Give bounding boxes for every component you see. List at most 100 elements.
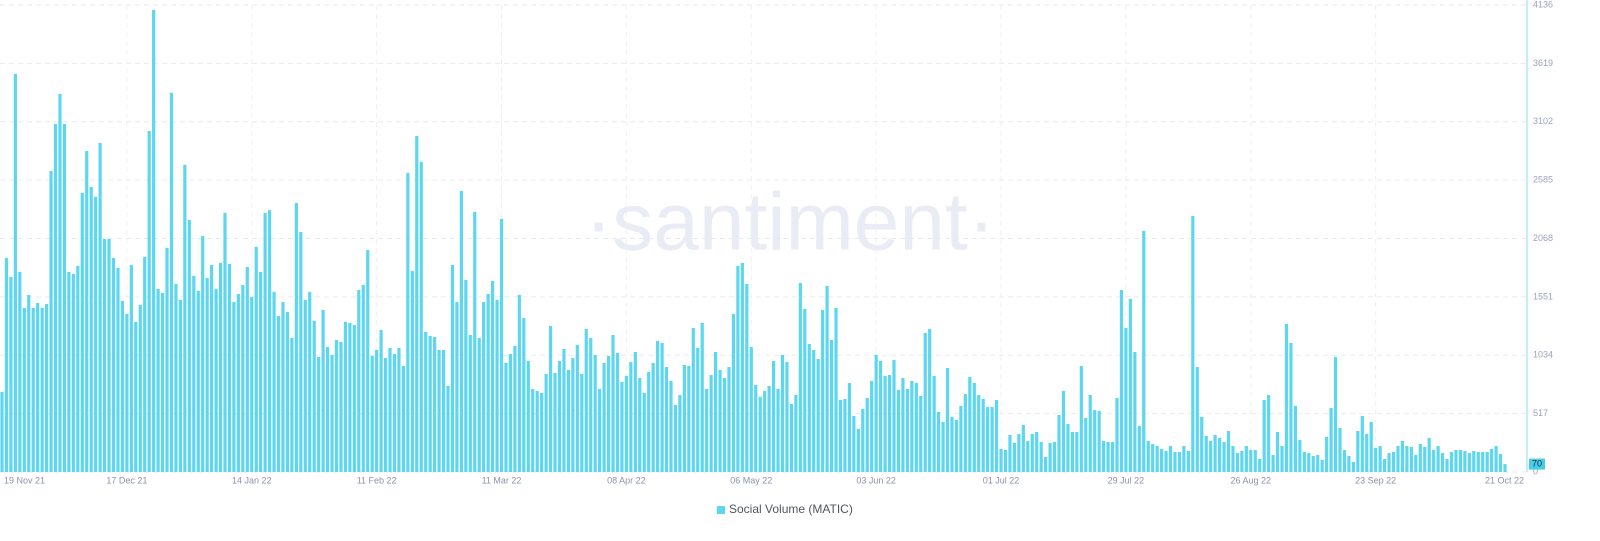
bar <box>1052 441 1057 472</box>
bar <box>1476 452 1480 472</box>
bar <box>406 172 410 473</box>
bar <box>94 196 98 473</box>
bar <box>1209 440 1213 472</box>
bar <box>1079 365 1083 472</box>
bar <box>348 322 352 472</box>
bar <box>1088 394 1092 472</box>
bar <box>1258 459 1262 472</box>
bar <box>1423 446 1427 472</box>
bar <box>1391 452 1396 472</box>
bar <box>1427 438 1431 472</box>
x-tick-label: 19 Nov 21 <box>4 475 45 485</box>
bar <box>856 428 860 472</box>
bar <box>580 373 584 472</box>
bar <box>1084 418 1088 472</box>
bar <box>1070 432 1074 472</box>
bar <box>232 301 236 472</box>
bar <box>1347 455 1351 472</box>
bar <box>1026 440 1030 472</box>
bar <box>174 283 178 472</box>
bar <box>1293 405 1297 472</box>
bar <box>1445 459 1449 472</box>
bar <box>85 150 89 472</box>
bar <box>749 347 753 472</box>
bar <box>459 190 463 472</box>
bar <box>504 362 508 472</box>
bar <box>566 369 571 472</box>
y-tick-label: 0 <box>1533 466 1538 476</box>
bar <box>339 341 343 472</box>
bar <box>45 303 49 472</box>
x-tick-label: 08 Apr 22 <box>607 475 646 485</box>
bar <box>977 394 981 472</box>
bar <box>861 408 865 472</box>
x-tick-label: 03 Jun 22 <box>856 475 896 485</box>
bar <box>1137 425 1141 472</box>
bar <box>687 365 691 472</box>
bar <box>660 342 664 472</box>
bar <box>615 352 620 472</box>
legend: Social Volume (MATIC) <box>717 502 853 516</box>
bar <box>1467 453 1471 472</box>
bar <box>852 415 856 472</box>
bar <box>67 271 71 472</box>
bar <box>874 354 878 472</box>
bar <box>464 279 468 472</box>
bar <box>13 73 17 472</box>
bar <box>433 336 437 472</box>
bar <box>669 380 673 472</box>
bar <box>1342 449 1347 472</box>
bar <box>1102 440 1106 472</box>
bar <box>508 354 513 472</box>
bar <box>263 212 267 472</box>
bar <box>714 351 718 472</box>
bar <box>838 399 843 472</box>
bar <box>910 380 914 472</box>
bar <box>923 332 927 472</box>
bar <box>1329 407 1333 472</box>
bar <box>928 328 932 472</box>
x-tick-label: 17 Dec 21 <box>106 475 147 485</box>
bar <box>651 362 655 472</box>
bar <box>1284 323 1289 472</box>
bar <box>491 280 495 472</box>
bar <box>624 375 628 472</box>
bar <box>887 375 892 472</box>
bar <box>1191 215 1195 473</box>
bar <box>1151 443 1155 472</box>
x-tick-label: 26 Aug 22 <box>1231 475 1272 485</box>
bar <box>785 361 789 472</box>
bar <box>941 421 945 472</box>
bar <box>754 384 758 472</box>
bar <box>107 238 111 472</box>
bar <box>401 365 405 472</box>
bar <box>357 289 361 472</box>
bar <box>1195 366 1199 472</box>
bar <box>812 349 816 472</box>
bar <box>589 337 593 472</box>
bar <box>1146 440 1150 472</box>
bar <box>883 375 887 472</box>
bar <box>178 299 182 472</box>
bar <box>776 389 780 472</box>
bar <box>709 375 713 472</box>
bar <box>334 340 339 472</box>
bar <box>71 273 75 472</box>
bar <box>366 249 370 472</box>
bar <box>1106 441 1110 472</box>
bar <box>419 161 423 472</box>
bar <box>40 307 44 472</box>
bar <box>388 347 392 472</box>
bar <box>1400 440 1405 472</box>
bar <box>196 290 200 472</box>
bar <box>959 405 963 472</box>
bar <box>1182 446 1186 472</box>
bar <box>437 349 441 472</box>
y-tick-label: 1034 <box>1533 350 1553 360</box>
bar <box>638 377 642 472</box>
bar <box>1333 356 1338 472</box>
bar <box>602 362 606 472</box>
bar <box>1356 431 1360 472</box>
bar <box>575 344 579 472</box>
bar <box>495 299 499 472</box>
